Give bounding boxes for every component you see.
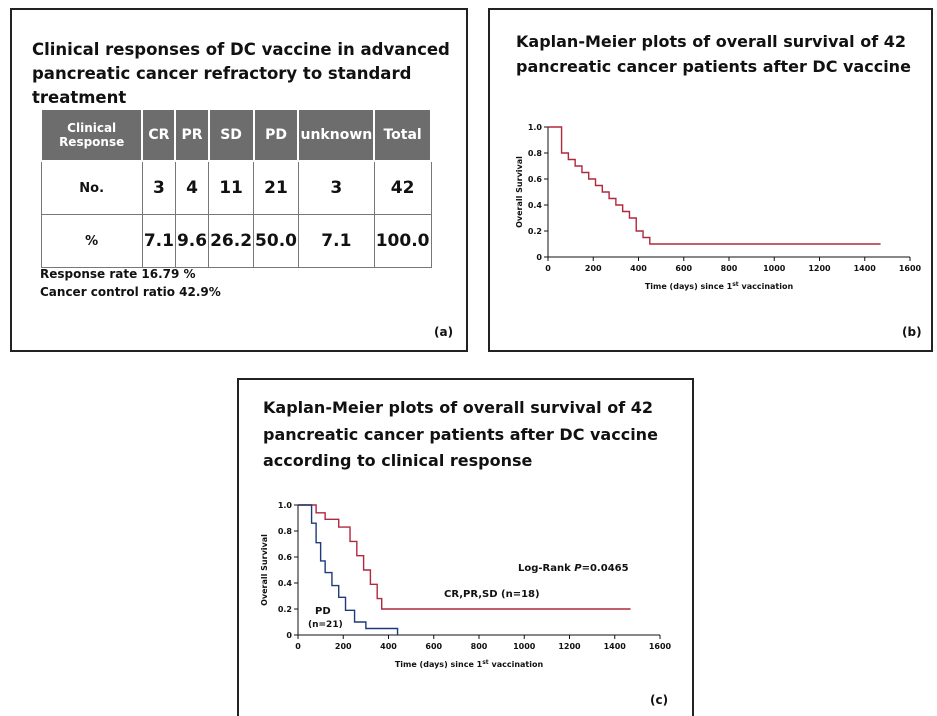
title-line: pancreatic cancer refractory to standard… <box>32 64 412 107</box>
table-cell: 3 <box>297 160 375 215</box>
x-label-part: vaccination <box>739 282 794 291</box>
panel-label: (b) <box>902 325 922 339</box>
x-tick-label: 0 <box>545 264 551 273</box>
x-label-part: st <box>732 281 739 288</box>
x-label-part: Time (days) since 1 <box>395 660 483 669</box>
annotation-part: Log-Rank <box>518 563 574 574</box>
table-cell: 26.2 <box>208 214 255 268</box>
x-tick-label: 400 <box>380 642 397 651</box>
y-tick-label: 0 <box>536 253 542 262</box>
x-label-part: st <box>482 659 489 666</box>
header-cell: PD <box>252 108 300 162</box>
header-row: Clinical Response CR PR SD PD unknown Total <box>39 108 432 162</box>
y-tick-label: 0.2 <box>528 227 542 236</box>
header-cell: PR <box>174 108 210 162</box>
header-cell: SD <box>207 108 255 162</box>
annotation-part: P <box>574 563 582 574</box>
survival-curve <box>298 504 399 635</box>
chart-title: Kaplan-Meier plots of overall survival o… <box>263 398 653 417</box>
x-tick-label: 1000 <box>763 264 786 273</box>
x-tick-label: 200 <box>335 642 352 651</box>
table-cell: 11 <box>208 160 255 215</box>
x-tick-label: 1000 <box>513 642 536 651</box>
table-cell: 4 <box>174 160 210 215</box>
x-tick-label: 200 <box>585 264 602 273</box>
x-tick-label: 400 <box>630 264 647 273</box>
y-tick-label: 1.0 <box>278 501 293 510</box>
table-cell: 100.0 <box>373 214 432 268</box>
y-tick-label: 1.0 <box>528 123 543 132</box>
response-table: Clinical Response CR PR SD PD unknown Total No… <box>39 108 432 268</box>
panel-label: (c) <box>650 693 668 707</box>
x-tick-label: 1400 <box>854 264 877 273</box>
panel-c-frame <box>237 378 694 716</box>
chart-title: Kaplan-Meier plots of overall survival o… <box>516 32 906 51</box>
table-cell: % <box>40 214 143 268</box>
y-tick-label: 0.6 <box>528 175 543 184</box>
y-tick-label: 0.8 <box>278 527 293 536</box>
panel-b-frame <box>488 8 933 352</box>
table-row: % 7.1 9.6 26.2 50.0 7.1 100.0 <box>40 214 432 268</box>
header-cell: CR <box>141 108 177 162</box>
x-axis-label: Time (days) since 1st vaccination <box>645 281 794 291</box>
chart-title: according to clinical response <box>263 451 533 470</box>
annotation-part: =0.0465 <box>582 563 629 574</box>
y-tick-label: 0.8 <box>528 149 543 158</box>
y-axis-label: Overall Survival <box>260 534 269 606</box>
y-tick-label: 0.4 <box>278 579 293 588</box>
x-label-part: vaccination <box>489 660 544 669</box>
group-label: (n=21) <box>308 620 343 630</box>
x-tick-label: 1600 <box>899 264 922 273</box>
table-row: No. 3 4 11 21 3 42 <box>40 160 432 215</box>
chart-title: pancreatic cancer patients after DC vacc… <box>263 425 658 444</box>
table-cell: 50.0 <box>253 214 299 268</box>
panel-label: (a) <box>434 325 453 339</box>
header-cell: Clinical Response <box>39 108 144 162</box>
log-rank: Log-Rank P=0.0465 <box>518 563 629 574</box>
x-tick-label: 1200 <box>558 642 581 651</box>
y-tick-label: 0.6 <box>278 553 293 562</box>
table-cell: 3 <box>141 160 176 215</box>
notes: Response rate 16.79 % Cancer control rat… <box>40 265 221 301</box>
table-cell: No. <box>40 160 143 215</box>
note: Cancer control ratio 42.9% <box>40 285 221 299</box>
header-cell: Total <box>373 108 432 162</box>
table-cell: 9.6 <box>174 214 210 268</box>
header-cell: unknown <box>297 108 376 162</box>
table-title: Clinical responses of DC vaccine in adva… <box>32 38 466 110</box>
survival-curve <box>298 504 631 610</box>
table-body: No. 3 4 11 21 3 42% 7.1 9.6 26.2 50.0 7.1 100.0 <box>40 160 432 268</box>
table-panel: Clinical responses of DC vaccine in adva… <box>10 8 466 350</box>
table-cell: 7.1 <box>297 214 375 268</box>
note: Response rate 16.79 % <box>40 267 196 281</box>
x-tick-label: 1400 <box>604 642 627 651</box>
x-tick-label: 800 <box>721 264 738 273</box>
x-label-part: Time (days) since 1 <box>645 282 733 291</box>
panel-a-frame <box>10 8 468 352</box>
y-tick-label: 0.4 <box>528 201 543 210</box>
table-cell: 42 <box>373 160 432 215</box>
chart-title: pancreatic cancer patients after DC vacc… <box>516 57 911 76</box>
group-label: CR,PR,SD (n=18) <box>444 589 540 600</box>
x-tick-label: 800 <box>471 642 488 651</box>
x-axis-label: Time (days) since 1st vaccination <box>395 659 544 669</box>
x-tick-label: 600 <box>425 642 442 651</box>
x-tick-label: 1200 <box>808 264 831 273</box>
survival-curve <box>548 126 881 245</box>
x-tick-label: 600 <box>675 264 692 273</box>
y-tick-label: 0 <box>286 631 292 640</box>
x-tick-label: 1600 <box>649 642 672 651</box>
table-cell: 21 <box>253 160 299 215</box>
title-line: Clinical responses of DC vaccine in adva… <box>32 40 450 59</box>
x-tick-label: 0 <box>295 642 301 651</box>
group-label: PD <box>315 606 331 617</box>
y-axis-label: Overall Survival <box>515 156 524 228</box>
table-cell: 7.1 <box>141 214 176 268</box>
y-tick-label: 0.2 <box>278 605 292 614</box>
